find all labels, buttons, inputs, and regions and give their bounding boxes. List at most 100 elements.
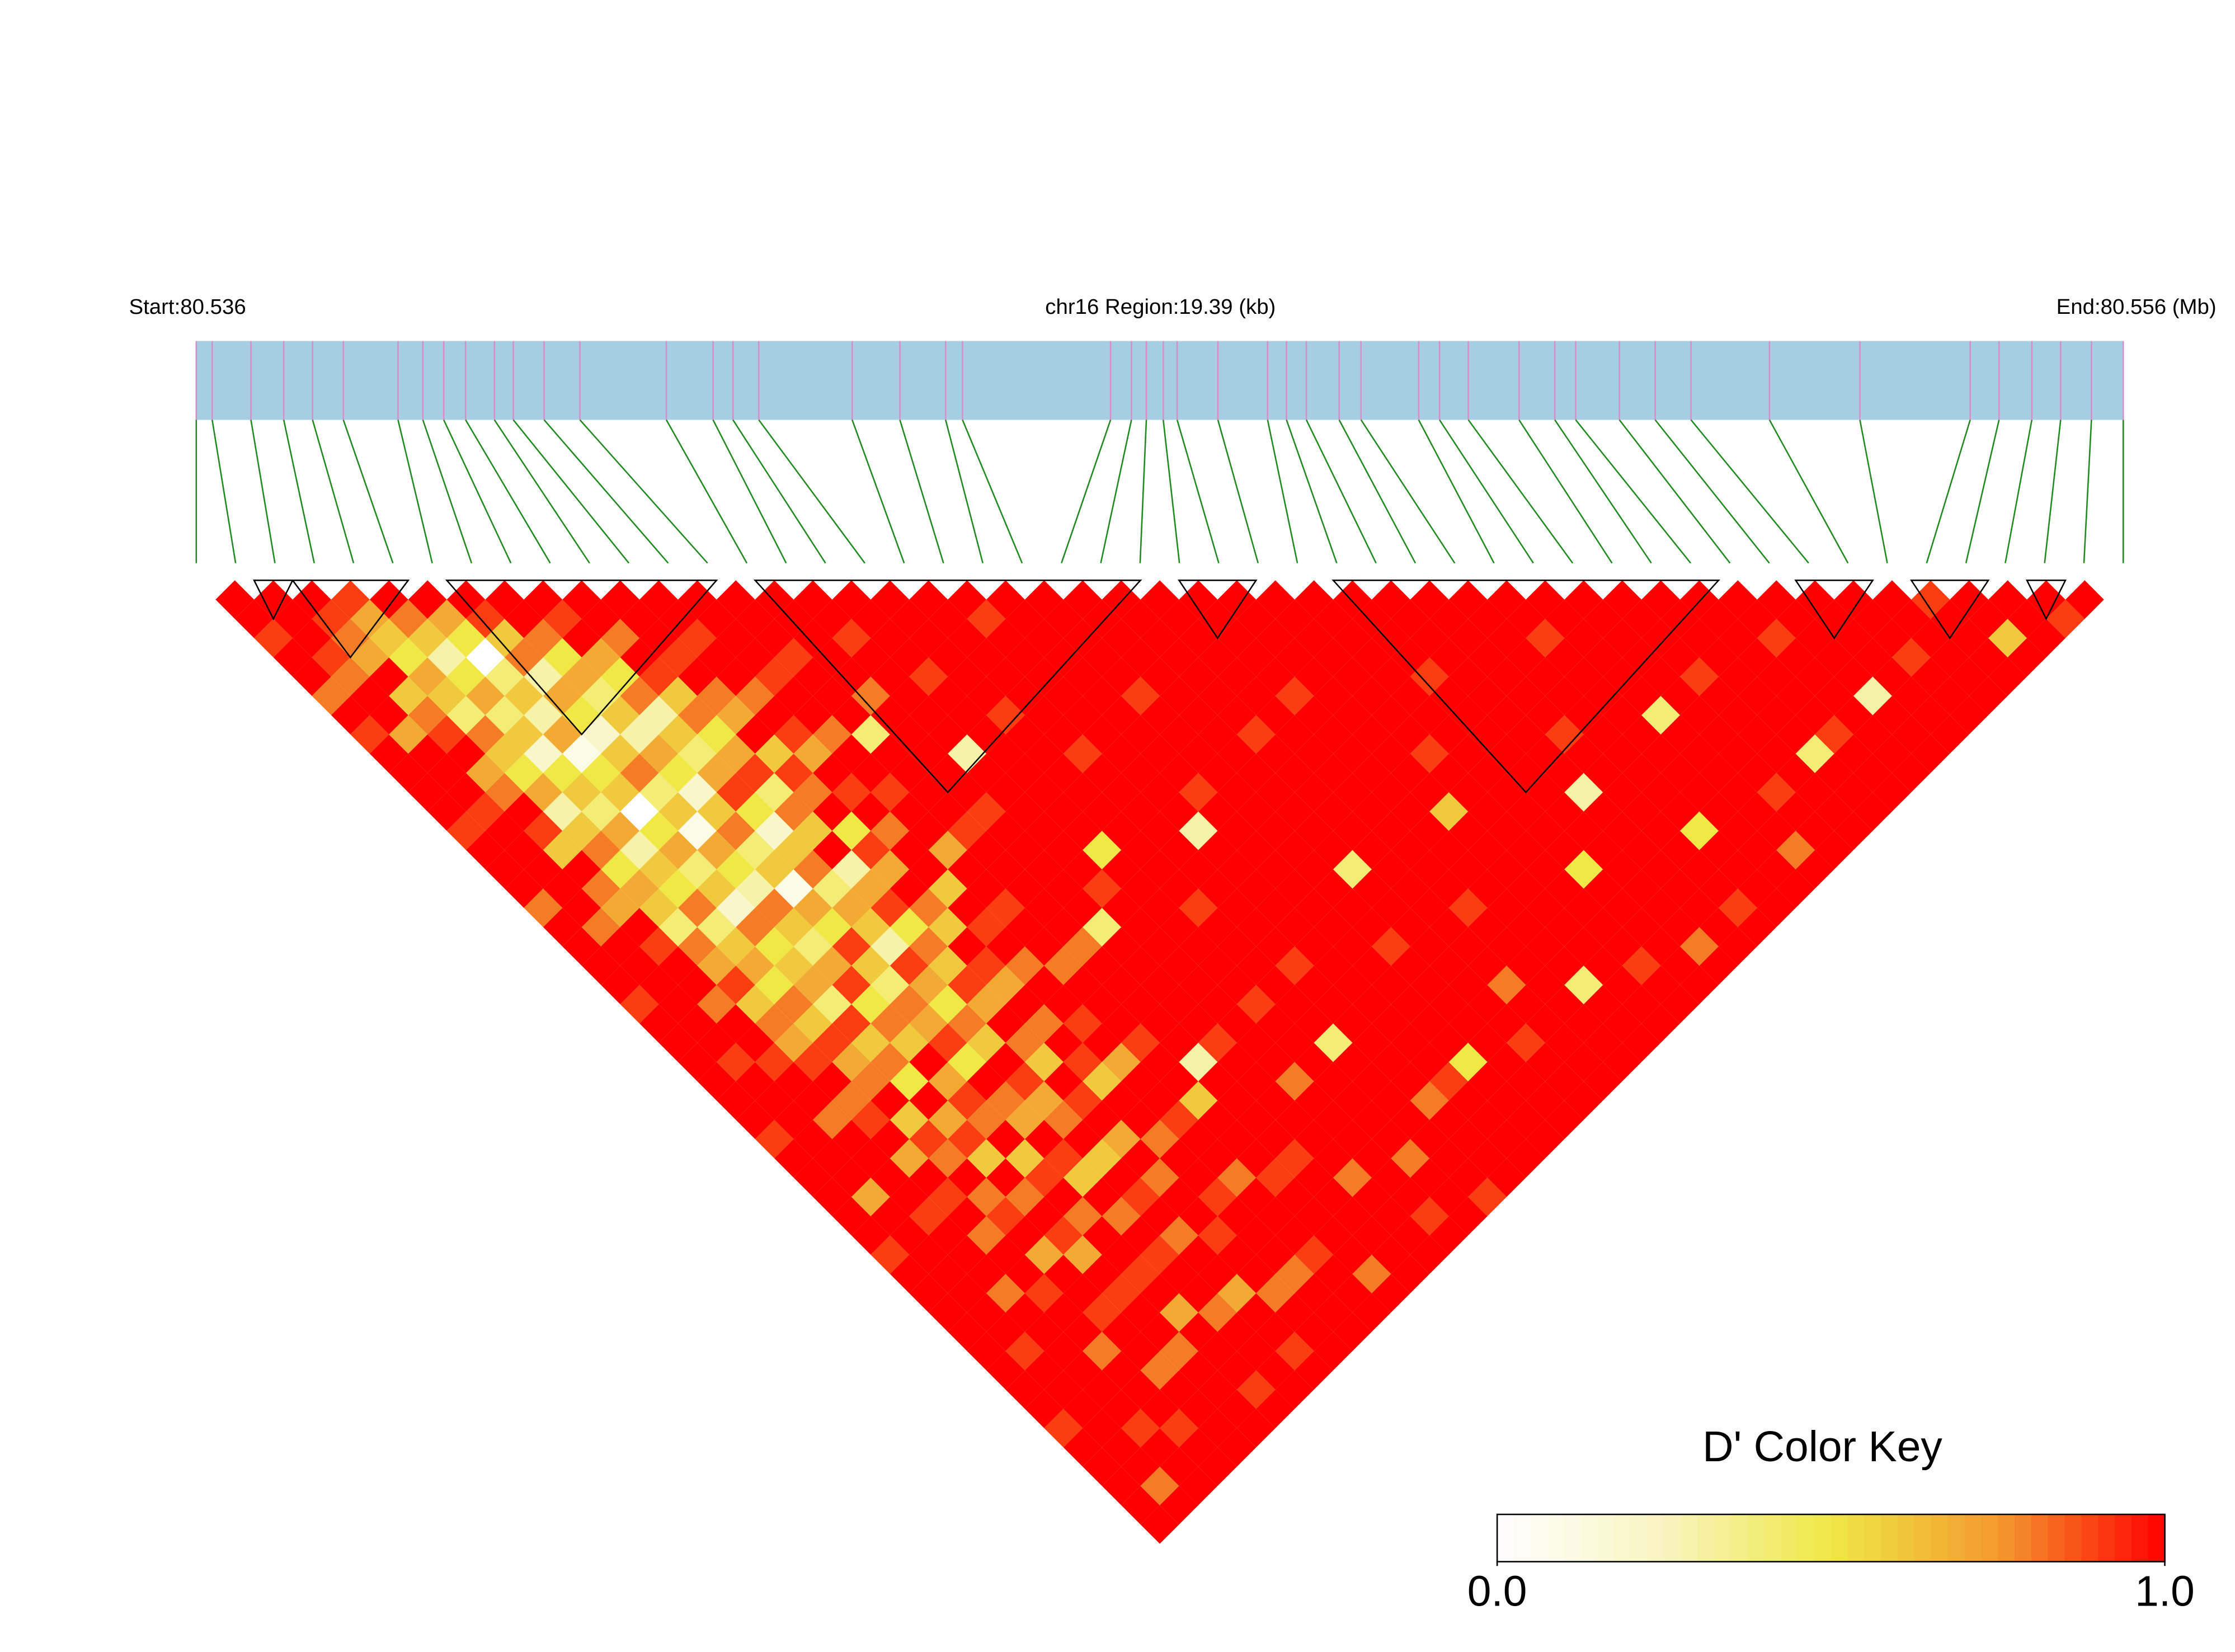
key-swatch <box>1681 1514 1698 1562</box>
ld-cell <box>1198 638 1237 677</box>
snp-link <box>1176 420 1220 563</box>
ld-cell <box>928 792 967 831</box>
ld-cell <box>1738 638 1777 677</box>
ld-cell <box>543 638 582 677</box>
ld-cell <box>1776 638 1815 677</box>
ld-block <box>1331 580 1720 794</box>
ld-cell <box>1102 619 1141 658</box>
ld-cell <box>1699 638 1738 677</box>
ld-cell <box>986 773 1025 812</box>
ld-cell <box>1448 966 1488 1005</box>
ld-cell <box>1198 1370 1237 1409</box>
ld-cell <box>736 946 775 985</box>
ld-cell <box>1429 676 1469 716</box>
ld-cell <box>1699 715 1738 754</box>
ld-cell <box>1834 580 1873 619</box>
ld-cell <box>1545 946 1584 985</box>
ld-cell <box>1352 1293 1391 1332</box>
ld-cell <box>909 580 948 619</box>
ld-cell <box>890 946 929 985</box>
ld-cell <box>1660 676 1700 716</box>
key-swatch <box>1947 1514 1965 1562</box>
ld-cell <box>485 619 524 658</box>
ld-cell <box>677 773 717 812</box>
ld-cell <box>697 946 736 985</box>
ld-cell <box>1024 1274 1064 1313</box>
ld-cell <box>1063 888 1102 928</box>
ld-cell <box>813 1139 851 1178</box>
ld-cell <box>1333 734 1372 773</box>
ld-cell <box>1236 1254 1276 1293</box>
ld-cell <box>890 831 929 869</box>
ld-cell <box>1564 811 1603 850</box>
key-swatch <box>2048 1514 2065 1562</box>
ld-cell <box>1564 1042 1603 1081</box>
ld-cell <box>620 754 659 793</box>
ld-cell <box>928 599 967 638</box>
ld-cell <box>1160 1486 1198 1525</box>
ld-cell <box>427 638 467 677</box>
ld-cell <box>774 1100 813 1140</box>
ld-cell <box>1622 715 1661 754</box>
ld-cell <box>1622 1023 1661 1062</box>
snp-link <box>1965 420 2000 563</box>
ld-cell <box>1063 1389 1102 1428</box>
ld-cell <box>813 599 851 638</box>
ld-cell <box>1179 1312 1218 1352</box>
snp-link <box>443 419 512 564</box>
ld-cell <box>1410 1004 1449 1043</box>
snp-link <box>758 419 865 564</box>
ld-cell <box>1429 946 1469 985</box>
ld-cell <box>813 831 851 869</box>
snp-link <box>397 420 433 563</box>
ld-cell <box>1236 946 1276 985</box>
ld-cell <box>1198 1062 1237 1101</box>
ld-cell <box>1160 676 1198 716</box>
ld-cell <box>1468 1062 1507 1101</box>
ld-cell <box>890 1062 929 1101</box>
key-title: D' Color Key <box>1702 1423 1942 1471</box>
snp-link <box>1162 420 1180 563</box>
ld-cell <box>716 850 755 889</box>
ld-cell <box>524 850 563 889</box>
ld-cell <box>677 850 717 889</box>
ld-cell <box>967 907 1006 947</box>
ld-cell <box>986 1235 1025 1274</box>
ld-cell <box>1622 946 1661 985</box>
ld-cell <box>581 715 620 754</box>
key-swatch <box>2064 1514 2082 1562</box>
ld-cell <box>1236 754 1276 793</box>
ld-cell <box>1044 907 1083 947</box>
ld-cell <box>1333 966 1372 1005</box>
ld-cell <box>1102 1081 1141 1120</box>
ld-cell <box>350 638 389 677</box>
ld-cell <box>1583 754 1622 793</box>
ld-cell <box>716 1081 755 1120</box>
ld-cell <box>1236 792 1276 831</box>
ld-cell <box>1352 1100 1391 1140</box>
ld-cell <box>1333 1274 1372 1313</box>
ld-cell <box>601 619 640 658</box>
ld-cell <box>1333 695 1372 735</box>
ld-cell <box>1024 619 1064 658</box>
ld-cell <box>890 1216 929 1255</box>
ld-cell <box>813 1023 851 1062</box>
ld-cell <box>697 599 736 638</box>
ld-cell <box>1545 1100 1584 1140</box>
ld-cell <box>1583 869 1622 908</box>
ld-cell <box>1236 1062 1276 1101</box>
ld-cell <box>1005 792 1044 831</box>
ld-cell <box>1930 715 1969 754</box>
key-swatch <box>1781 1514 1799 1562</box>
ld-cell <box>1352 1023 1391 1062</box>
ld-cell <box>986 927 1025 966</box>
ld-cell <box>1468 638 1507 677</box>
ld-cell <box>1391 1178 1430 1216</box>
snp-link <box>1518 419 1613 564</box>
ld-cell <box>967 1293 1006 1332</box>
ld-cell <box>1063 1351 1102 1390</box>
ld-cell <box>1487 1119 1526 1159</box>
ld-cell <box>601 695 640 735</box>
ld-cell <box>1487 1004 1526 1043</box>
